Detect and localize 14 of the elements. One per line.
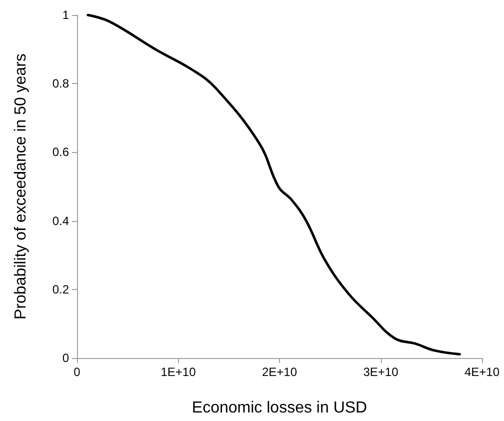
- y-tick-label: 0.2: [52, 282, 70, 296]
- y-tick-label: 0.8: [52, 76, 70, 91]
- x-tick-label: 3E+10: [363, 365, 399, 379]
- x-tick-label: 0: [74, 365, 81, 379]
- y-tick-label: 0: [62, 351, 70, 365]
- x-tick-label: 2E+10: [262, 365, 298, 379]
- y-axis-title: Probability of exceedance in 50 years: [12, 54, 30, 320]
- y-tick-label: 1: [62, 8, 70, 22]
- line-series: [86, 14, 461, 356]
- x-tick-label: 4E+10: [464, 365, 500, 379]
- y-tick-label: 0.6: [52, 145, 70, 160]
- x-axis-title: Economic losses in USD: [192, 400, 368, 416]
- y-tick-label: 0.4: [52, 214, 70, 228]
- x-tick-label: 1E+10: [160, 365, 196, 379]
